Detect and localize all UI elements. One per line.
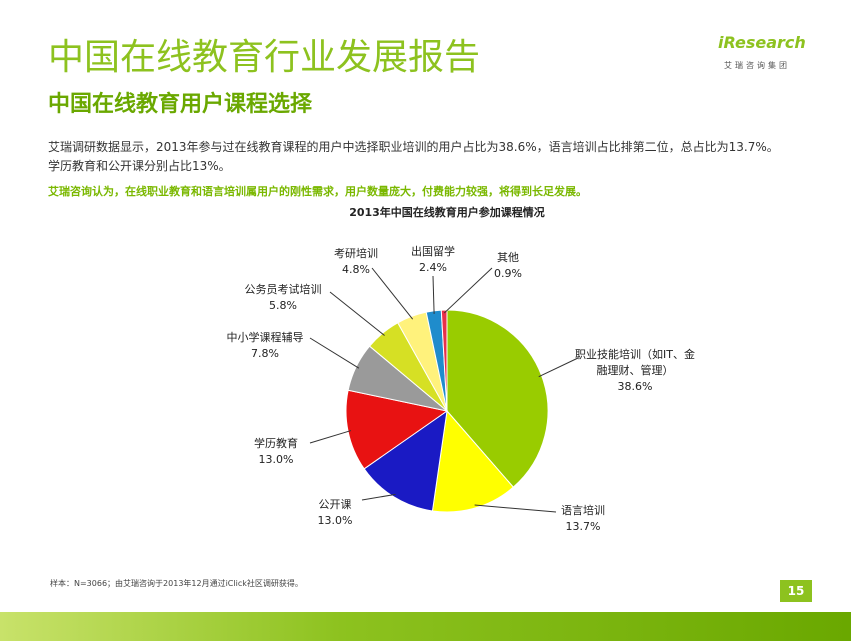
leader-line	[432, 275, 435, 314]
slice-label: 学历教育 13.0%	[254, 436, 298, 468]
chart-title: 2013年中国在线教育用户参加课程情况	[349, 206, 545, 219]
leader-line	[474, 504, 557, 513]
leader-line	[329, 291, 385, 336]
slice-value: 0.9%	[494, 267, 522, 280]
pie-slice	[363, 409, 448, 512]
slice-category: 中小学课程辅导	[226, 331, 304, 344]
slice-label: 其他 0.9%	[494, 250, 522, 282]
leader-line	[309, 430, 352, 444]
source-note: 样本：N=3066；由艾瑞咨询于2013年12月通过iClick社区调研获得。	[50, 579, 303, 588]
footer-bar	[0, 612, 851, 641]
slice-value: 13.0%	[258, 453, 294, 466]
slice-value: 13.0%	[317, 514, 353, 527]
page-number: 15	[780, 580, 812, 602]
slice-category: 学历教育	[254, 437, 298, 450]
slice-label: 语言培训 13.7%	[561, 503, 605, 535]
leader-line	[371, 267, 414, 320]
slice-label: 考研培训 4.8%	[334, 246, 378, 278]
slice-category: 职业技能培训（如IT、金融理财、管理）	[575, 348, 695, 377]
slice-value: 5.8%	[269, 299, 297, 312]
subtitle: 中国在线教育用户课程选择	[48, 92, 313, 117]
slice-label: 公开课 13.0%	[318, 497, 353, 529]
slice-category: 考研培训	[334, 247, 378, 260]
slice-value: 4.8%	[342, 263, 370, 276]
logo: iResearch	[718, 33, 806, 52]
slice-category: 公开课	[318, 498, 352, 511]
pie-slice	[431, 409, 515, 513]
paragraph: 艾瑞调研数据显示，2013年参与过在线教育课程的用户中选择职业培训的用户占比为3…	[48, 140, 779, 173]
slice-label: 中小学课程辅导 7.8%	[227, 330, 304, 362]
slice-category: 公务员考试培训	[244, 283, 322, 296]
highlight: 艾瑞咨询认为，在线职业教育和语言培训属用户的刚性需求，用户数量庞大，付费能力较强…	[48, 185, 587, 198]
leader-line	[309, 337, 360, 369]
slice-category: 语言培训	[561, 504, 605, 517]
slice-category: 出国留学	[411, 245, 455, 258]
title: 中国在线教育行业发展报告	[48, 37, 481, 78]
slice-value: 13.7%	[565, 520, 601, 533]
leader-line	[538, 357, 579, 378]
slice-category: 其他	[496, 251, 519, 264]
leader-line	[361, 493, 396, 501]
slice-value: 7.8%	[251, 347, 279, 360]
slice-label: 职业技能培训（如IT、金融理财、管理） 38.6%	[570, 347, 700, 395]
slice-value: 2.4%	[419, 261, 447, 274]
leader-line	[443, 267, 493, 314]
logo-sub: 艾瑞咨询集团	[724, 61, 790, 70]
slice-value: 38.6%	[617, 380, 653, 393]
slice-label: 公务员考试培训 5.8%	[245, 282, 322, 314]
slice-label: 出国留学 2.4%	[411, 244, 455, 276]
